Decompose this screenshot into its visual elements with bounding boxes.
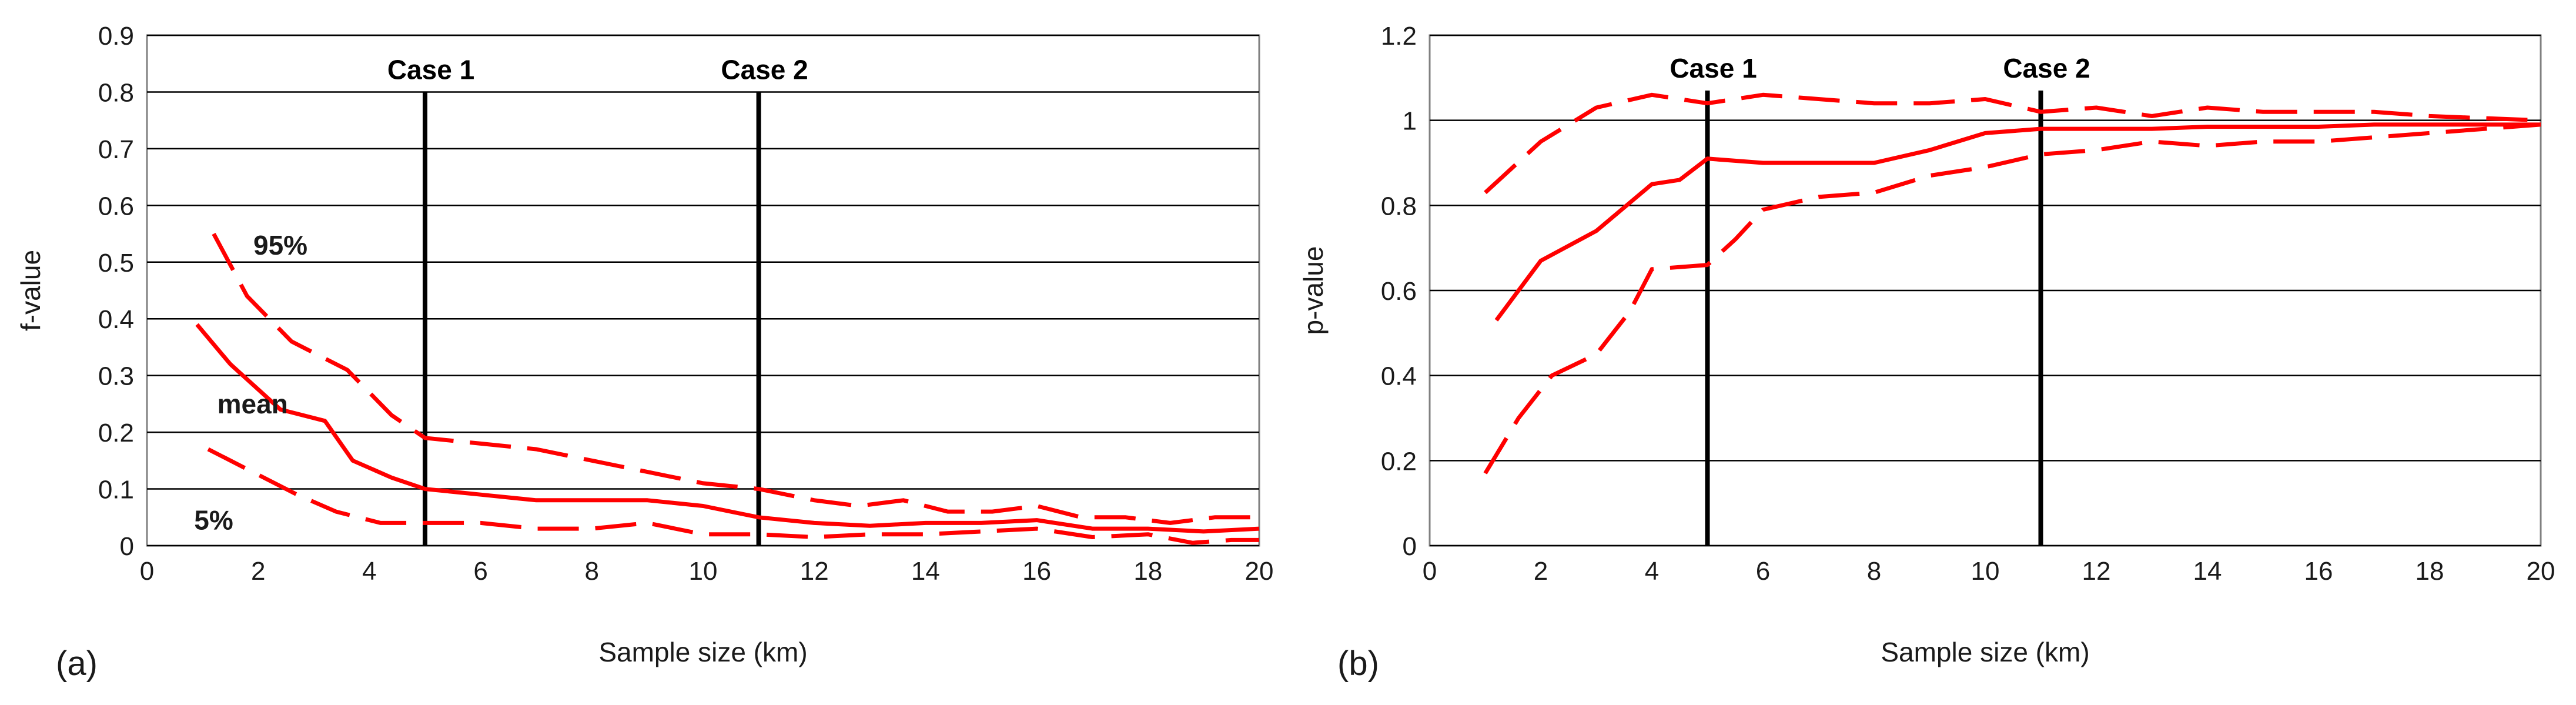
- series-line-bound: [212, 232, 1259, 525]
- series-annotation: mean: [218, 389, 288, 419]
- x-tick-label: 20: [2527, 557, 2555, 586]
- x-tick-label: 4: [362, 557, 376, 586]
- y-tick-label: 0.3: [98, 362, 134, 391]
- gridlines-a: [147, 34, 1259, 547]
- y-tick-label: 0.8: [1381, 192, 1417, 220]
- reference-lines-a: Case 1 Case 2: [387, 54, 808, 546]
- y-tick-label: 0.8: [98, 78, 134, 107]
- y-axis-label-a: f-value: [15, 250, 46, 331]
- x-tick-label: 18: [1133, 557, 1162, 586]
- series-line-bound: [207, 447, 1259, 545]
- x-tick-label: 0: [140, 557, 154, 586]
- series-a: [195, 232, 1260, 545]
- reference-line-label: Case 2: [2003, 53, 2090, 83]
- x-tick-label: 2: [251, 557, 265, 586]
- x-tick-label: 16: [2304, 557, 2333, 586]
- x-tick-label: 6: [1756, 557, 1770, 586]
- x-axis-label-b: Sample size (km): [1881, 637, 2089, 667]
- y-tick-label: 1: [1403, 107, 1417, 136]
- series-annotation: 95%: [253, 230, 307, 260]
- x-tick-label: 8: [1867, 557, 1881, 586]
- y-tick-label: 0.1: [98, 476, 134, 504]
- y-tick-label: 0.2: [98, 419, 134, 447]
- x-tick-label: 4: [1645, 557, 1659, 586]
- y-tick-label: 0.4: [1381, 362, 1417, 391]
- series-annotation: 5%: [194, 505, 233, 536]
- y-tick-label: 0.5: [98, 249, 134, 278]
- x-tick-label: 8: [585, 557, 599, 586]
- y-tick-label: 0: [120, 532, 134, 561]
- y-tick-label: 1.2: [1381, 22, 1417, 51]
- gridlines-b: [1430, 34, 2541, 547]
- y-tick-label: 0.6: [98, 192, 134, 220]
- x-tick-label: 14: [2193, 557, 2222, 586]
- series-line-bound: [1484, 92, 2541, 195]
- y-tick-label: 0.7: [98, 135, 134, 164]
- x-tick-label: 10: [689, 557, 718, 586]
- x-tick-label: 0: [1423, 557, 1437, 586]
- panel-label-a: (a): [56, 644, 98, 683]
- y-tick-labels-b: 0 0.2 0.4 0.6 0.8 1 1.2: [1381, 22, 1417, 561]
- x-tick-label: 6: [473, 557, 487, 586]
- y-tick-label: 0.2: [1381, 447, 1417, 476]
- panel-b: 0 2 4 6 8 10 12 14 16 18 20 0 0.2 0.4 0.6 0.8 1 1.2 Case…: [1298, 22, 2555, 683]
- annotations-a: 95% mean 5%: [194, 230, 307, 536]
- x-tick-label: 14: [911, 557, 940, 586]
- reference-line-label: Case 1: [1670, 53, 1757, 83]
- y-tick-label: 0.9: [98, 22, 134, 51]
- x-tick-label: 18: [2416, 557, 2444, 586]
- panel-a: 0 2 4 6 8 10 12 14 16 18 20 0 0.1 0.2 0.3 0.4 0.5 0.6 0.7…: [15, 22, 1273, 683]
- reference-line-label: Case 2: [721, 54, 808, 85]
- y-axis-label-b: p-value: [1298, 246, 1329, 335]
- x-tick-label: 10: [1971, 557, 2000, 586]
- y-tick-labels-a: 0 0.1 0.2 0.3 0.4 0.5 0.6 0.7 0.8 0.9: [98, 22, 134, 561]
- reference-line-label: Case 1: [387, 54, 474, 85]
- x-tick-label: 2: [1534, 557, 1548, 586]
- y-tick-label: 0.4: [98, 305, 134, 334]
- x-tick-label: 16: [1022, 557, 1051, 586]
- x-tick-label: 12: [800, 557, 829, 586]
- y-tick-label: 0: [1403, 532, 1417, 561]
- panel-label-b: (b): [1337, 644, 1379, 683]
- x-tick-label: 12: [2082, 557, 2111, 586]
- series-line-bound: [1483, 122, 2541, 475]
- series-line-mean: [195, 323, 1260, 534]
- x-tick-label: 20: [1245, 557, 1274, 586]
- x-tick-labels-b: 0 2 4 6 8 10 12 14 16 18 20: [1423, 557, 2555, 586]
- x-tick-labels-a: 0 2 4 6 8 10 12 14 16 18 20: [140, 557, 1274, 586]
- x-axis-label-a: Sample size (km): [598, 637, 807, 667]
- reference-lines-b: Case 1 Case 2: [1670, 53, 2090, 546]
- series-line-mean: [1494, 122, 2541, 322]
- y-tick-label: 0.6: [1381, 277, 1417, 306]
- series-b: [1483, 92, 2541, 475]
